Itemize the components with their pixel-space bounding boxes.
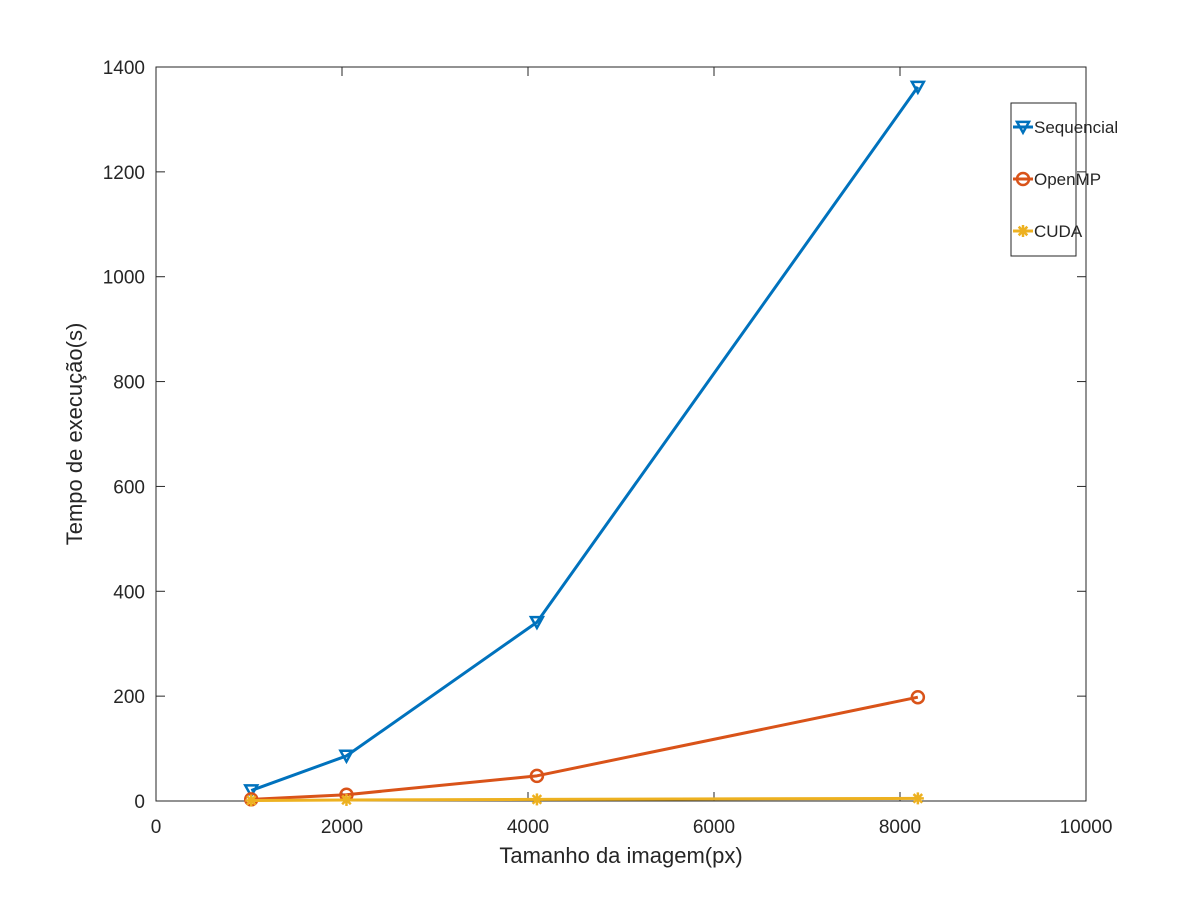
x-tick-label: 6000 bbox=[693, 817, 735, 838]
y-axis-label: Tempo de execução(s) bbox=[62, 323, 87, 546]
data-point-cuda bbox=[530, 793, 543, 806]
x-tick-label: 2000 bbox=[321, 817, 363, 838]
legend-label: OpenMP bbox=[1034, 170, 1101, 189]
legend-item-openmp: OpenMP bbox=[1013, 170, 1101, 189]
data-point-cuda-stroke bbox=[246, 795, 257, 806]
data-point-openmp bbox=[910, 689, 926, 705]
y-tick-label: 1200 bbox=[103, 163, 145, 184]
y-tick-label: 200 bbox=[113, 687, 145, 708]
legend-marker-sequencial bbox=[1014, 120, 1032, 136]
legend-label: Sequencial bbox=[1034, 118, 1118, 137]
data-point-cuda-stroke bbox=[912, 793, 924, 804]
data-point-cuda-stroke bbox=[531, 794, 543, 805]
y-tick-label: 0 bbox=[134, 792, 145, 813]
series-line-cuda bbox=[251, 796, 918, 802]
data-point-sequencial bbox=[909, 80, 926, 96]
series-layer bbox=[243, 80, 926, 807]
data-point-cuda bbox=[911, 792, 924, 805]
legend-marker-cuda bbox=[1017, 225, 1029, 237]
x-tick-label: 4000 bbox=[507, 817, 549, 838]
series-line-openmp bbox=[251, 695, 919, 801]
series-cuda bbox=[245, 792, 924, 807]
x-tick-label: 0 bbox=[151, 817, 162, 838]
legend-marker-openmp bbox=[1015, 171, 1031, 187]
legend: Sequencial OpenMP CUDA bbox=[1010, 102, 1118, 257]
data-point-sequencial bbox=[243, 784, 260, 799]
y-tick-label: 1400 bbox=[103, 58, 145, 79]
data-point-cuda bbox=[340, 793, 353, 806]
data-point-cuda-stroke bbox=[341, 794, 352, 806]
data-point-sequencial bbox=[528, 615, 546, 631]
y-tick-label: 400 bbox=[113, 582, 145, 603]
x-tick-label: 10000 bbox=[1060, 817, 1113, 838]
series-line-sequencial bbox=[250, 86, 920, 792]
legend-item-cuda: CUDA bbox=[1013, 222, 1083, 241]
legend-marker-cuda-stroke bbox=[1017, 225, 1029, 237]
legend-item-sequencial: Sequencial bbox=[1013, 118, 1118, 137]
legend-label: CUDA bbox=[1034, 222, 1083, 241]
y-tick-label: 1000 bbox=[103, 268, 145, 289]
x-axis-label: Tamanho da imagem(px) bbox=[499, 843, 742, 868]
axis-ticks: 0 2000 4000 6000 8000 10000 0 200 400 600 800 1000 1… bbox=[103, 58, 1113, 838]
data-point-openmp bbox=[529, 768, 545, 784]
plot-area bbox=[155, 66, 1087, 802]
y-tick-label: 800 bbox=[113, 373, 145, 394]
y-tick-label: 600 bbox=[113, 477, 145, 498]
data-point-sequencial bbox=[338, 749, 355, 765]
x-tick-label: 8000 bbox=[879, 817, 921, 838]
data-point-cuda bbox=[245, 794, 258, 807]
series-sequencial bbox=[243, 80, 926, 799]
